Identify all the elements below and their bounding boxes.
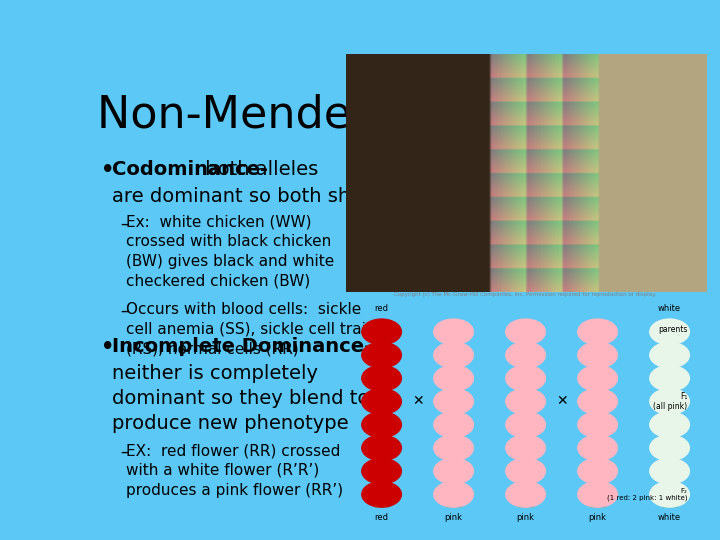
Circle shape [361,458,402,484]
Text: –: – [121,214,129,233]
Text: red: red [374,304,389,313]
Circle shape [433,389,474,414]
Circle shape [361,412,402,437]
Text: produce new phenotype: produce new phenotype [112,414,349,433]
Text: –: – [121,443,129,461]
Text: ✕: ✕ [412,395,423,408]
Circle shape [650,389,690,414]
Bar [590,320,605,506]
Text: are dominant so both show: are dominant so both show [112,187,379,206]
Circle shape [361,366,402,391]
Circle shape [505,319,546,345]
Circle shape [433,482,474,507]
Text: pink: pink [444,513,462,522]
Circle shape [505,435,546,461]
Circle shape [578,435,618,461]
Circle shape [578,389,618,414]
Circle shape [505,412,546,437]
Circle shape [650,319,690,345]
Circle shape [650,458,690,484]
Circle shape [433,366,474,391]
Text: Ex:  white chicken (WW)
crossed with black chicken
(BW) gives black and white
ch: Ex: white chicken (WW) crossed with blac… [126,214,335,289]
Text: Non-Mendelian Genetics: Non-Mendelian Genetics [97,94,641,137]
Bar [446,320,461,506]
Circle shape [505,389,546,414]
Circle shape [650,482,690,507]
Circle shape [433,342,474,368]
Text: white: white [658,513,681,522]
Circle shape [433,319,474,345]
Text: dominant so they blend to: dominant so they blend to [112,389,369,408]
Circle shape [650,435,690,461]
Circle shape [578,366,618,391]
Text: pink: pink [517,513,534,522]
Text: •: • [101,160,114,180]
Circle shape [505,342,546,368]
Circle shape [361,342,402,368]
Circle shape [433,458,474,484]
Circle shape [505,458,546,484]
Text: Copyright (c) The Mc-Graw-Hill Companies, Inc. Permission required for reproduct: Copyright (c) The Mc-Graw-Hill Companies… [395,292,657,297]
Circle shape [361,435,402,461]
Text: •: • [101,337,114,357]
Text: F₂
(1 red: 2 pink: 1 white): F₂ (1 red: 2 pink: 1 white) [607,488,688,501]
Text: both alleles: both alleles [199,160,318,179]
Circle shape [578,458,618,484]
Bar [662,320,677,506]
Circle shape [650,366,690,391]
Text: Incomplete Dominance-: Incomplete Dominance- [112,337,372,356]
Text: Codominance-: Codominance- [112,160,269,179]
Circle shape [650,412,690,437]
Text: EX:  red flower (RR) crossed
with a white flower (R’R’)
produces a pink flower (: EX: red flower (RR) crossed with a white… [126,443,343,498]
Text: –: – [121,302,129,320]
Circle shape [505,366,546,391]
Circle shape [433,412,474,437]
Text: parents: parents [658,325,688,334]
Circle shape [578,412,618,437]
Text: red: red [374,513,389,522]
Circle shape [361,319,402,345]
Text: F₁
(all pink): F₁ (all pink) [654,392,688,411]
Text: white: white [658,304,681,313]
Text: pink: pink [589,513,606,522]
Circle shape [361,389,402,414]
Circle shape [361,482,402,507]
Circle shape [433,435,474,461]
Circle shape [505,482,546,507]
Circle shape [578,342,618,368]
Text: Occurs with blood cells:  sickle
cell anemia (SS), sickle cell trait
(RS), norma: Occurs with blood cells: sickle cell ane… [126,302,372,356]
Bar [374,320,389,506]
Bar [518,320,533,506]
Text: neither is completely: neither is completely [112,364,318,383]
Circle shape [578,482,618,507]
Circle shape [650,342,690,368]
Text: ✕: ✕ [556,395,567,408]
Circle shape [578,319,618,345]
